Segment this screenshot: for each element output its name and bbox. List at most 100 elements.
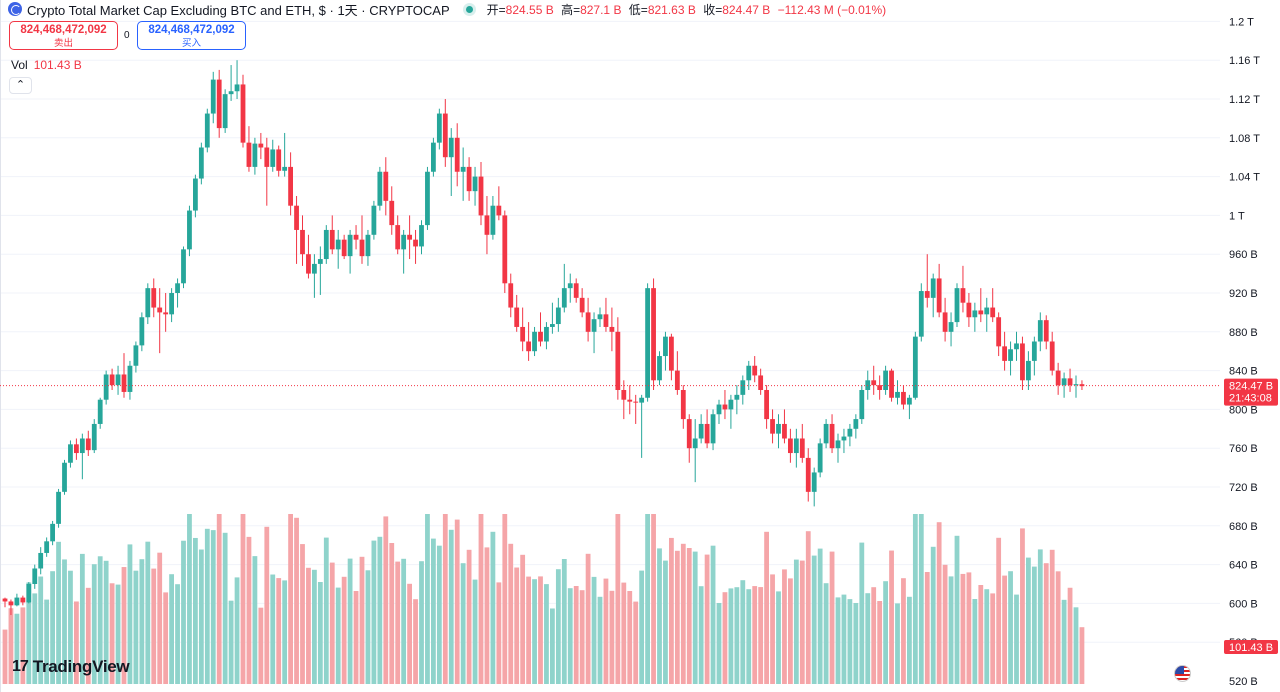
- candle-body: [377, 171, 383, 206]
- candle-body: [895, 391, 900, 398]
- candle-body: [805, 457, 811, 492]
- volume-bar: [645, 514, 650, 684]
- y-tick-label: 1.16 T: [1229, 55, 1260, 67]
- candle-body: [502, 215, 508, 284]
- candle-body: [555, 307, 561, 325]
- volume-bar: [20, 607, 26, 684]
- candle-body: [948, 322, 954, 332]
- last-price-label: 824.47 B: [1229, 381, 1273, 393]
- candle-body: [270, 149, 276, 167]
- volume-bar: [204, 528, 210, 684]
- volume-bar: [151, 568, 157, 684]
- volume-bar: [960, 573, 966, 684]
- volume-bar: [425, 514, 430, 684]
- volume-bar: [776, 591, 781, 684]
- candle-body: [912, 336, 918, 398]
- volume-bar: [1079, 627, 1085, 684]
- candle-body: [353, 234, 359, 240]
- candle-body: [365, 234, 371, 257]
- y-tick-label: 840 B: [1229, 366, 1258, 378]
- tradingview-logo[interactable]: 17 TradingView: [12, 657, 130, 677]
- close-label: 收=: [703, 2, 723, 17]
- candle-body: [674, 370, 680, 390]
- candle-body: [799, 438, 805, 458]
- candle-body: [1055, 370, 1061, 386]
- volume-bar: [1043, 563, 1049, 684]
- candle-body: [639, 397, 645, 403]
- candle-body: [56, 491, 61, 524]
- candle-body: [181, 249, 186, 284]
- candle-body: [686, 419, 692, 449]
- volume-bar: [782, 569, 787, 684]
- y-tick-label: 720 B: [1229, 482, 1258, 494]
- candle-body: [603, 314, 609, 327]
- candle-body: [841, 436, 847, 441]
- candle-body: [472, 176, 478, 192]
- candle-body: [978, 310, 984, 315]
- volume-bar: [805, 531, 811, 684]
- candle-body: [752, 365, 758, 376]
- candle-body: [401, 234, 407, 250]
- collapse-legend-button[interactable]: ⌃: [9, 77, 32, 94]
- candle-body: [193, 178, 198, 211]
- candle-body: [240, 84, 246, 143]
- candle-body: [698, 423, 704, 439]
- symbol-title[interactable]: Crypto Total Market Cap Excluding BTC an…: [27, 2, 450, 18]
- volume-bar: [567, 588, 573, 684]
- candle-body: [716, 404, 722, 415]
- candle-body: [532, 331, 537, 352]
- candle-body: [204, 113, 210, 148]
- volume-bar: [603, 578, 609, 684]
- candle-body: [776, 423, 781, 434]
- candle-body: [924, 291, 930, 298]
- candle-body: [853, 419, 859, 429]
- high-value: 827.1 B: [580, 2, 622, 17]
- candle-body: [50, 523, 55, 542]
- volume-bar: [907, 596, 912, 684]
- volume-bar: [496, 582, 502, 684]
- volume-bar: [270, 574, 276, 684]
- volume-bar: [627, 591, 633, 684]
- candle-body: [710, 414, 716, 444]
- volume-bar: [32, 593, 38, 684]
- sell-button[interactable]: 824,468,472,092 卖出: [9, 21, 118, 50]
- volume-bar: [413, 599, 418, 684]
- candle-body: [127, 365, 133, 392]
- candle-body: [228, 91, 234, 95]
- volume-bar: [198, 549, 204, 684]
- candle-body: [306, 254, 311, 274]
- candle-body: [454, 137, 460, 172]
- candle-body: [466, 166, 472, 192]
- candle-body: [109, 374, 115, 386]
- candle-body: [657, 356, 662, 381]
- candle-body: [633, 401, 639, 403]
- y-tick-label: 1 T: [1229, 210, 1245, 222]
- buy-button[interactable]: 824,468,472,092 买入: [137, 21, 246, 50]
- candle-body: [157, 307, 163, 313]
- volume-value: 101.43 B: [33, 58, 82, 72]
- candle-body: [847, 428, 853, 437]
- open-label: 开=: [486, 2, 506, 17]
- chart-header: Crypto Total Market Cap Excluding BTC an…: [8, 0, 890, 18]
- candle-body: [389, 200, 395, 226]
- us-flag-icon[interactable]: [1174, 665, 1191, 682]
- candle-body: [74, 444, 79, 454]
- candle-body: [198, 147, 204, 179]
- candle-body: [436, 113, 442, 143]
- volume-bar: [538, 576, 543, 684]
- candle-body: [252, 143, 258, 167]
- volume-legend[interactable]: Vol 101.43 B: [11, 58, 82, 72]
- candle-body: [425, 171, 430, 226]
- volume-bar: [193, 537, 198, 684]
- volume-bar: [240, 514, 246, 684]
- volume-bar: [936, 522, 942, 684]
- y-tick-label: 520 B: [1229, 676, 1258, 688]
- candle-body: [835, 440, 841, 449]
- volume-bar: [871, 587, 877, 684]
- candle-body: [91, 423, 97, 451]
- volume-bar: [597, 596, 603, 684]
- volume-bar: [942, 564, 948, 684]
- volume-bar: [740, 580, 746, 684]
- volume-bar: [389, 543, 395, 684]
